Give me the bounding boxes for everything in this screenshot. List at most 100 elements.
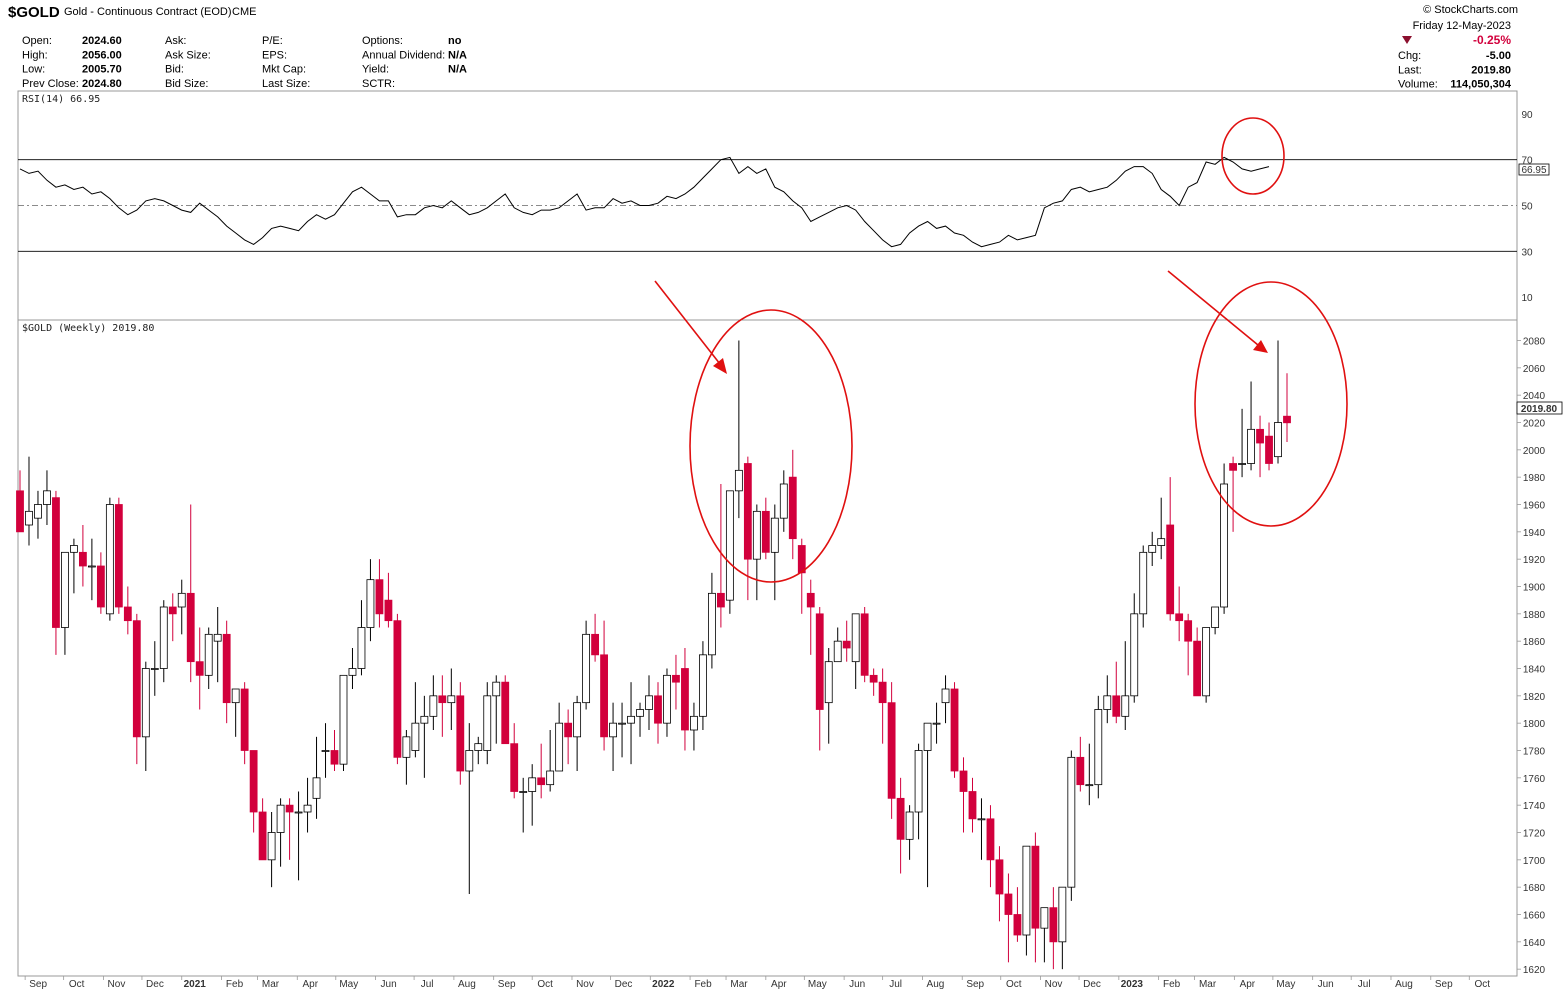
price-y-tick: 1760	[1523, 774, 1546, 785]
x-tick-label: Jul	[1358, 979, 1371, 990]
x-tick-label: Sep	[29, 979, 47, 990]
price-y-tick: 1980	[1523, 473, 1546, 484]
candle-body	[1202, 627, 1211, 697]
candlesticks	[16, 340, 1291, 970]
quote-label: Prev Close:	[22, 78, 79, 90]
symbol[interactable]: $GOLD	[8, 4, 60, 21]
candle-body	[779, 483, 788, 519]
candle-body	[96, 565, 105, 608]
candle	[815, 607, 824, 751]
candle	[375, 559, 384, 628]
candle	[240, 682, 249, 765]
candle	[1112, 661, 1121, 724]
candle-body	[923, 722, 932, 751]
candle-body	[483, 695, 492, 751]
candle-body	[159, 606, 168, 669]
quote-value: no	[448, 35, 462, 47]
candle	[123, 586, 132, 635]
rsi-y-tick: 90	[1521, 110, 1533, 121]
rsi-last-label: 66.95	[1521, 165, 1546, 176]
x-tick-label: Aug	[1395, 979, 1413, 990]
candle-body	[249, 750, 258, 813]
candle	[1022, 845, 1031, 956]
candle-body	[959, 770, 968, 792]
quote-value: 2005.70	[82, 64, 122, 76]
candle	[878, 668, 887, 744]
candle-body	[132, 620, 141, 738]
price-y-tick: 1660	[1523, 911, 1546, 922]
candle	[734, 340, 743, 519]
x-tick-label: Apr	[1240, 979, 1256, 990]
candle-body	[636, 709, 644, 717]
candle-body	[1256, 428, 1264, 444]
rsi-panel: RSI(14) 66.95 10 30 50 70 90 66.95	[17, 90, 1550, 321]
rsi-y-axis: 10 30 50 70 90	[1521, 110, 1533, 304]
candle-body	[1265, 435, 1273, 464]
candle	[609, 702, 617, 771]
candle	[1139, 545, 1148, 628]
candle	[537, 743, 546, 799]
candle-body	[896, 797, 905, 840]
candle	[420, 695, 429, 778]
candle	[869, 668, 878, 696]
candle-body	[114, 504, 123, 608]
candle	[492, 675, 501, 744]
candle-body	[582, 633, 591, 704]
candle-body	[1067, 756, 1076, 888]
candle	[690, 702, 698, 751]
quote-label: SCTR:	[362, 78, 395, 90]
candle	[950, 682, 959, 778]
candle-body	[1175, 613, 1184, 622]
candle-body	[932, 722, 941, 725]
x-tick-label: Jul	[889, 979, 902, 990]
candle	[330, 730, 339, 771]
price-y-tick: 2040	[1523, 391, 1546, 402]
quote-label: Yield:	[362, 64, 389, 76]
candle-body	[456, 695, 465, 772]
price-last-label: 2019.80	[1521, 404, 1558, 415]
candle	[1121, 641, 1130, 730]
candle	[600, 620, 608, 751]
quote-label: Bid:	[165, 64, 184, 76]
candle	[1076, 736, 1085, 792]
candle-body	[600, 654, 608, 738]
candle-body	[402, 736, 411, 758]
candle-body	[555, 722, 564, 772]
candle	[977, 798, 986, 860]
candle	[1148, 531, 1157, 566]
candle-body	[411, 722, 420, 751]
candle	[321, 723, 330, 778]
price-y-tick: 1700	[1523, 856, 1546, 867]
x-tick-label: Mar	[730, 979, 748, 990]
quote-summary: Chg: -5.00 Last: 2019.80 Volume: 114,050,304	[1398, 50, 1512, 91]
x-tick-label: Jun	[381, 979, 397, 990]
summary-label: Volume:	[1398, 79, 1438, 91]
candle-body	[1157, 538, 1166, 546]
candle-body	[177, 592, 186, 608]
candle-body	[1031, 845, 1040, 929]
quote-label: Mkt Cap:	[262, 64, 306, 76]
price-y-tick: 1920	[1523, 555, 1546, 566]
candle	[896, 777, 905, 874]
candle-body	[716, 592, 725, 608]
annotations	[654, 117, 1348, 583]
candle	[1256, 415, 1264, 478]
quote-label: Options:	[362, 35, 403, 47]
candle-body	[564, 722, 573, 738]
candle	[528, 764, 537, 826]
price-y-tick: 1740	[1523, 801, 1546, 812]
arrow-line-right	[1167, 270, 1259, 346]
quote-label: Ask Size:	[165, 49, 211, 61]
candle-body	[977, 818, 986, 821]
candle-body	[1022, 845, 1031, 936]
price-y-tick: 1720	[1523, 829, 1546, 840]
candle	[887, 682, 896, 819]
candle	[1274, 340, 1282, 464]
x-tick-label: Oct	[537, 979, 553, 990]
candle	[959, 757, 968, 833]
candle-body	[1013, 914, 1022, 936]
candle	[105, 497, 114, 621]
candle	[177, 579, 186, 635]
candle	[96, 552, 105, 614]
candle	[447, 668, 456, 730]
